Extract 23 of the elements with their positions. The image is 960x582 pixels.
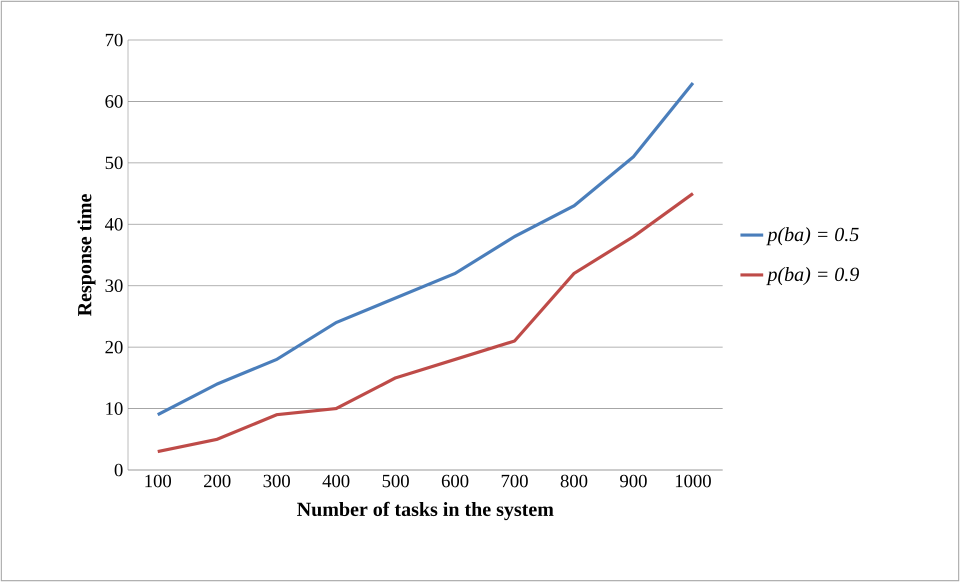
x-tick-label: 300 [264, 474, 290, 488]
x-tick-label: 200 [204, 474, 230, 488]
y-tick-label: 20 [105, 340, 123, 354]
y-tick-label: 10 [106, 402, 123, 415]
x-tick-label: 600 [442, 474, 468, 488]
x-axis-title: Number of tasks in the system [297, 502, 554, 520]
line-series [156, 192, 695, 454]
legend-label: p(ba) = 0.5 [766, 227, 859, 246]
y-tick-label: 30 [106, 279, 123, 292]
y-tick-label: 70 [106, 34, 123, 46]
x-tick-label: 800 [560, 474, 588, 488]
y-tick-label: 0 [114, 464, 123, 476]
y-tick-label: 50 [106, 156, 123, 170]
x-tick-label: 400 [322, 474, 350, 488]
y-axis-title: Response time [77, 194, 96, 316]
legend-label: p(ba) = 0.9 [766, 267, 859, 286]
y-tick-label: 60 [105, 95, 123, 108]
x-tick-label: 900 [620, 474, 647, 488]
x-tick-label: 700 [502, 474, 528, 488]
x-tick-label: 1000 [676, 474, 711, 488]
y-tick-label: 40 [104, 218, 123, 231]
x-tick-label: 100 [145, 474, 172, 488]
x-tick-label: 500 [382, 474, 409, 488]
